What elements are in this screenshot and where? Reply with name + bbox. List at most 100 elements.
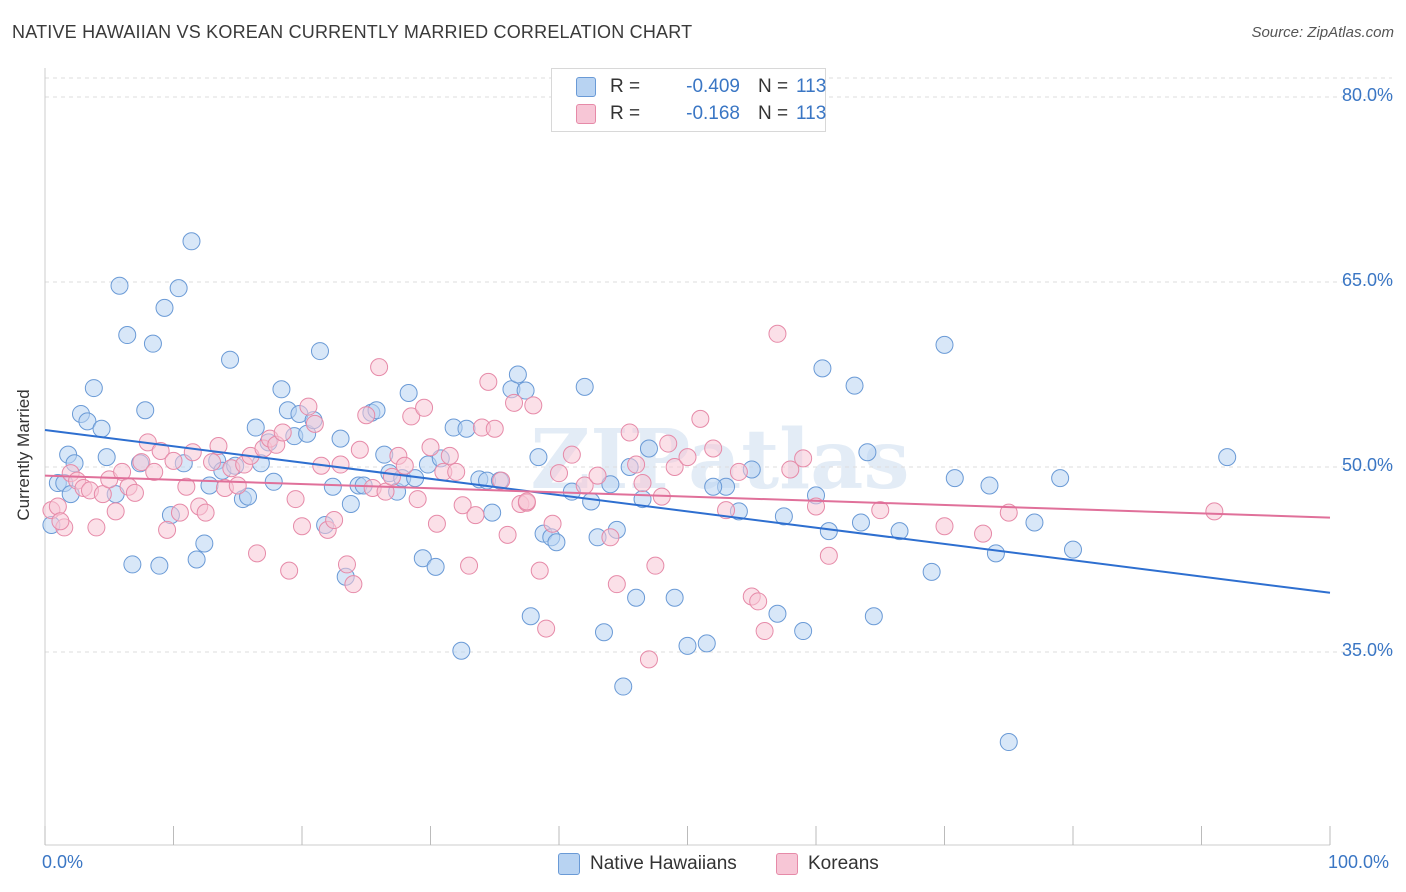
legend-swatch-blue — [558, 853, 580, 875]
korean-point — [717, 501, 736, 520]
korean-point — [729, 462, 748, 481]
korean-point — [203, 453, 222, 472]
korean-point — [871, 501, 890, 520]
native-hawaiian-point — [310, 342, 329, 361]
korean-point — [974, 524, 993, 543]
korean-point — [627, 455, 646, 474]
native-hawaiian-point — [582, 492, 601, 511]
native-hawaiian-point — [768, 604, 787, 623]
native-hawaiian-point — [935, 335, 954, 354]
native-hawaiian-point — [246, 418, 265, 437]
native-hawaiian-point — [851, 513, 870, 532]
native-hawaiian-point — [221, 350, 240, 369]
korean-point — [51, 512, 70, 531]
korean-point — [639, 650, 658, 669]
korean-point — [408, 490, 427, 509]
korean-point — [228, 476, 247, 495]
korean-point — [781, 460, 800, 479]
korean-point — [505, 393, 524, 412]
korean-point — [1205, 502, 1224, 521]
native-hawaiian-point — [150, 556, 169, 575]
korean-point — [460, 556, 479, 575]
korean-point — [935, 517, 954, 536]
native-hawaiian-point — [110, 276, 129, 295]
x-tick-max: 100.0% — [1328, 852, 1390, 872]
legend-r-label: R = — [610, 103, 641, 124]
korean-point — [601, 528, 620, 547]
korean-point — [704, 439, 723, 458]
native-hawaiian-point — [999, 733, 1018, 752]
native-hawaiian-point — [678, 636, 697, 655]
legend-r-label: R = — [610, 76, 641, 97]
korean-point — [492, 471, 511, 490]
native-hawaiian-point — [774, 507, 793, 526]
korean-point — [344, 575, 363, 594]
korean-point — [158, 520, 177, 539]
native-hawaiian-point — [143, 334, 162, 353]
native-hawaiian-point — [639, 439, 658, 458]
native-hawaiian-point — [331, 429, 350, 448]
legend-n-value: 113 — [796, 103, 827, 124]
native-hawaiian-point — [118, 326, 137, 345]
korean-point — [524, 396, 543, 415]
korean-point — [421, 438, 440, 457]
native-hawaiian-point — [426, 557, 445, 576]
korean-point — [755, 622, 774, 641]
korean-point — [607, 575, 626, 594]
native-hawaiian-point — [84, 379, 103, 398]
native-hawaiian-point — [182, 232, 201, 251]
native-hawaiian-point — [123, 555, 142, 574]
native-hawaiian-point — [413, 549, 432, 568]
native-hawaiian-point — [78, 412, 97, 431]
native-hawaiian-point — [697, 634, 716, 653]
korean-point — [286, 490, 305, 509]
korean-point — [588, 466, 607, 485]
korean-point — [768, 324, 787, 343]
korean-point — [87, 518, 106, 537]
native-hawaiian-point — [575, 377, 594, 396]
source-label: Source: ZipAtlas.com — [1251, 24, 1394, 41]
korean-point — [440, 446, 459, 465]
legend-r-value: -0.409 — [686, 76, 740, 97]
native-hawaiian-point — [399, 384, 418, 402]
native-hawaiian-point — [601, 475, 620, 494]
legend-n-label: N = — [758, 76, 789, 97]
korean-point — [562, 445, 581, 464]
korean-trend-line — [44, 474, 1331, 519]
y-tick-label: 80.0% — [1341, 85, 1393, 105]
korean-point — [543, 514, 562, 533]
korean-point — [125, 483, 144, 502]
native-hawaiian-point — [516, 381, 535, 400]
native-hawaiian-point — [845, 376, 864, 395]
native-hawaiian-point — [92, 419, 111, 438]
korean-point — [479, 372, 498, 391]
korean-point — [299, 397, 318, 416]
legend-swatch-pink — [776, 853, 798, 875]
native-hawaiian-point — [794, 622, 813, 641]
native-hawaiian-point — [483, 503, 502, 522]
native-hawaiian-point — [264, 472, 283, 491]
korean-point — [466, 506, 485, 525]
native-hawaiian-point — [704, 477, 723, 496]
native-hawaiian-point — [819, 522, 838, 541]
native-hawaiian-point — [341, 495, 360, 513]
korean-point — [132, 453, 151, 472]
native-hawaiian-trend-line — [44, 429, 1331, 594]
korean-point — [498, 525, 517, 544]
korean-point — [106, 502, 125, 521]
native-hawaiian-point — [813, 359, 832, 378]
korean-point — [170, 503, 189, 522]
native-hawaiian-point — [323, 477, 342, 496]
native-hawaiian-point — [97, 448, 116, 467]
korean-point — [395, 456, 414, 475]
native-hawaiian-point — [986, 544, 1005, 563]
native-hawaiian-point — [195, 534, 214, 553]
korean-point — [819, 546, 838, 565]
native-hawaiian-point — [922, 562, 941, 581]
korean-point — [620, 423, 639, 442]
native-hawaiian-point — [980, 476, 999, 495]
native-hawaiian-point — [529, 448, 548, 467]
legend-swatch-pink — [576, 104, 596, 124]
native-hawaiian-point — [457, 419, 476, 438]
korean-point — [999, 503, 1018, 522]
